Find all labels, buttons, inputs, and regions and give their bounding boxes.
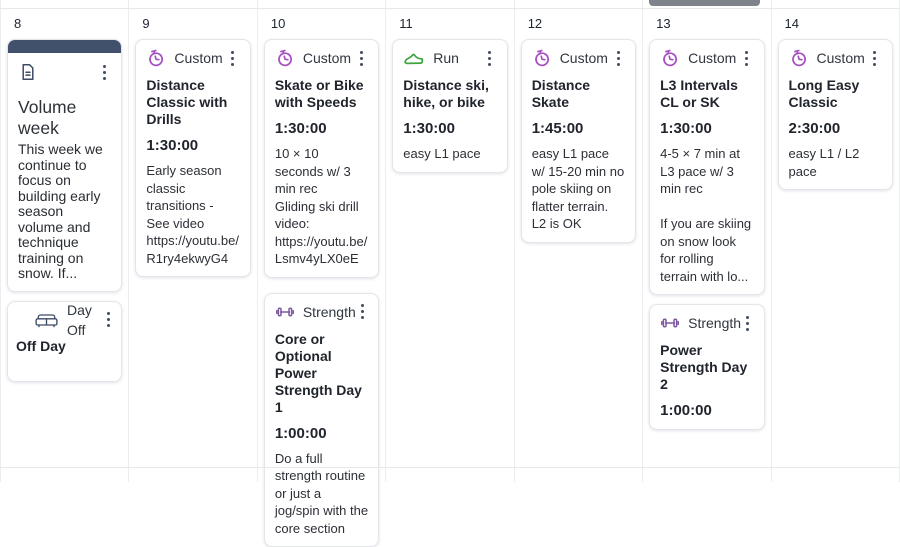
next-week-row-divider [0, 467, 900, 468]
kebab-menu-icon[interactable] [483, 48, 497, 68]
stopwatch-icon [789, 48, 809, 68]
kebab-menu-icon[interactable] [103, 310, 114, 330]
stopwatch-icon [532, 48, 552, 68]
day-number: 14 [772, 9, 899, 39]
workout-duration: 1:00:00 [275, 425, 368, 443]
kebab-menu-icon[interactable] [740, 48, 754, 68]
day-number: 13 [643, 9, 770, 39]
workout-type-label: Custom [688, 48, 736, 68]
workout-duration: 1:30:00 [146, 137, 239, 155]
workout-description: Do a full strength routine or just a jog… [275, 450, 368, 538]
running-shoe-icon [403, 48, 425, 68]
kebab-menu-icon[interactable] [611, 48, 625, 68]
workout-description: 10 × 10 seconds w/ 3 min rec Gliding ski… [275, 145, 368, 268]
workout-type-label: Custom [303, 48, 351, 68]
stopwatch-icon [660, 48, 680, 68]
week-summary-card[interactable]: Volume week This week we continue to foc… [7, 39, 122, 292]
workout-duration: 2:30:00 [789, 120, 882, 138]
workout-type-label: Custom [174, 48, 222, 68]
workout-duration: 1:00:00 [660, 402, 753, 420]
workout-title: L3 Intervals CL or SK [660, 77, 753, 111]
previous-week-card-remnant [649, 0, 759, 6]
day-column-12[interactable]: 12 Custom Distance Skate 1:45:00 e [515, 9, 643, 482]
previous-week-row-edge [0, 0, 900, 9]
strip-cell [772, 0, 900, 8]
dumbbell-icon [275, 302, 295, 322]
strip-cell [0, 0, 129, 8]
day-column-13[interactable]: 13 Custom L3 Intervals CL or SK 1:30:00 [643, 9, 771, 482]
strip-cell [515, 0, 643, 8]
workout-card[interactable]: Custom Distance Skate 1:45:00 easy L1 pa… [521, 39, 636, 243]
workout-title: Distance ski, hike, or bike [403, 77, 496, 111]
workout-description: Early season classic transitions - See v… [146, 162, 239, 267]
day-column-11[interactable]: 11 Run Distance ski, hike, or bike 1:30:… [386, 9, 514, 482]
kebab-menu-icon[interactable] [226, 48, 240, 68]
kebab-menu-icon[interactable] [868, 48, 882, 68]
workout-card[interactable]: Custom Long Easy Classic 2:30:00 easy L1… [778, 39, 893, 190]
day-number: 10 [258, 9, 385, 39]
strip-cell [643, 0, 771, 8]
week-summary-text: This week we continue to focus on buildi… [18, 142, 111, 282]
workout-card[interactable]: Custom L3 Intervals CL or SK 1:30:00 4-5… [649, 39, 764, 295]
day-column-9[interactable]: 9 Custom Distance Classic with Drills 1: [129, 9, 257, 482]
workout-card[interactable]: Run Distance ski, hike, or bike 1:30:00 … [392, 39, 507, 173]
day-number: 12 [515, 9, 642, 39]
workout-description: easy L1 / L2 pace [789, 145, 882, 180]
workout-type-label: Run [433, 48, 459, 68]
workout-type-label: Custom [560, 48, 608, 68]
workout-title: Power Strength Day 2 [660, 342, 753, 393]
workout-duration: 1:45:00 [532, 120, 625, 138]
workout-title: Skate or Bike with Speeds [275, 77, 368, 111]
workout-card[interactable]: Strength Power Strength Day 2 1:00:00 [649, 304, 764, 430]
day-off-title: Off Day [16, 338, 113, 355]
stopwatch-icon [146, 48, 166, 68]
day-off-label: Day Off [67, 300, 103, 340]
workout-title: Distance Skate [532, 77, 625, 111]
workout-type-label: Custom [817, 48, 865, 68]
kebab-menu-icon[interactable] [356, 302, 368, 322]
kebab-menu-icon[interactable] [97, 62, 111, 82]
day-number: 11 [386, 9, 513, 39]
kebab-menu-icon[interactable] [354, 48, 368, 68]
workout-duration: 1:30:00 [660, 120, 753, 138]
workout-description: easy L1 pace w/ 15-20 min no pole skiing… [532, 145, 625, 233]
day-column-10[interactable]: 10 Custom Skate or Bike with Speeds 1:30 [258, 9, 386, 482]
document-icon [18, 62, 38, 82]
workout-type-label: Strength [688, 313, 741, 333]
calendar-week-row: 8 Volume week This week we continue to f… [0, 9, 900, 482]
workout-title: Distance Classic with Drills [146, 77, 239, 128]
kebab-menu-icon[interactable] [741, 313, 753, 333]
workout-card[interactable]: Custom Skate or Bike with Speeds 1:30:00… [264, 39, 379, 278]
dumbbell-icon [660, 313, 680, 333]
week-summary-title: Volume week [18, 97, 111, 139]
workout-duration: 1:30:00 [275, 120, 368, 138]
week-summary-color-bar [8, 40, 121, 53]
couch-icon [34, 310, 59, 330]
workout-type-label: Strength [303, 302, 356, 322]
day-off-card[interactable]: Day Off Off Day [7, 301, 122, 382]
day-column-8[interactable]: 8 Volume week This week we continue to f… [0, 9, 129, 482]
day-number: 8 [1, 9, 128, 39]
workout-card[interactable]: Custom Distance Classic with Drills 1:30… [135, 39, 250, 277]
workout-title: Core or Optional Power Strength Day 1 [275, 331, 368, 416]
workout-title: Long Easy Classic [789, 77, 882, 111]
strip-cell [258, 0, 386, 8]
workout-description: easy L1 pace [403, 145, 496, 163]
day-column-14[interactable]: 14 Custom Long Easy Classic 2:30:00 [772, 9, 900, 482]
strip-cell [386, 0, 514, 8]
workout-duration: 1:30:00 [403, 120, 496, 138]
workout-card[interactable]: Strength Core or Optional Power Strength… [264, 293, 379, 547]
day-number: 9 [129, 9, 256, 39]
strip-cell [129, 0, 257, 8]
stopwatch-icon [275, 48, 295, 68]
workout-description: 4-5 × 7 min at L3 pace w/ 3 min rec If y… [660, 145, 753, 285]
